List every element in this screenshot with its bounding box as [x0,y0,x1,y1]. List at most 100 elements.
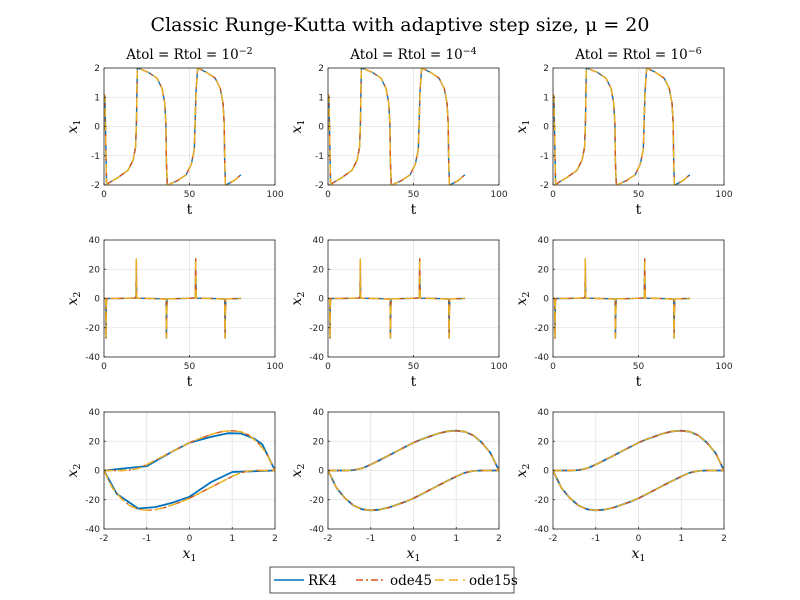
x-tick-label: 0 [101,362,107,372]
y-tick-label: -1 [315,152,324,162]
x-tick-label: 1 [678,534,684,544]
series-line-ode15s-upper [104,430,275,472]
x-axis-label: t [187,374,193,390]
y-tick-label: 20 [89,437,101,447]
subplot-0-0: 0 50 100 -2 -1 0 1 2 Atol = Rtol = 10−2 t x1 [65,46,284,218]
series-line-ode15s [328,258,465,339]
y-tick-label: 40 [538,236,550,246]
y-tick-label: 0 [543,123,549,133]
y-axis-label: x2 [65,292,83,306]
y-tick-label: -20 [309,496,324,506]
subplot-title: Atol = Rtol = 10−6 [574,46,701,63]
figure-title: Classic Runge-Kutta with adaptive step s… [151,14,650,36]
y-tick-label: -40 [85,525,100,535]
series-group [553,258,690,339]
x-tick-label: 100 [715,190,732,200]
y-tick-label: 0 [94,123,100,133]
x-tick-label: 100 [266,362,283,372]
series-line-ode15s [104,258,241,339]
series-group [553,429,724,512]
y-tick-label: 2 [543,64,549,74]
y-tick-label: -40 [534,353,549,363]
subplot-1-2: 0 50 100 -40 -20 0 20 40 t x2 [514,236,733,390]
y-tick-label: 1 [543,93,549,103]
series-group [104,258,241,339]
x-tick-label: 2 [721,534,727,544]
y-tick-label: 0 [94,295,100,305]
legend-box [269,566,515,594]
x-tick-label: 50 [408,362,420,372]
subplot-2-2: -2 -1 0 1 2 -40 -20 0 20 40 x1 x2 [514,408,727,564]
x-tick-label: 0 [550,362,556,372]
y-tick-label: 40 [89,236,101,246]
y-tick-label: 0 [318,295,324,305]
subplot-title: Atol = Rtol = 10−4 [349,46,476,63]
subplot-title: Atol = Rtol = 10−2 [125,46,252,63]
y-tick-label: 20 [538,265,550,275]
y-tick-label: -1 [540,152,549,162]
legend: RK4 ode45 ode15s [269,566,518,594]
y-axis-label: x2 [289,464,307,478]
y-tick-label: 0 [543,467,549,477]
y-tick-label: 20 [313,437,325,447]
y-tick-label: -2 [540,181,549,191]
y-axis-label: x1 [65,120,83,134]
y-tick-label: -40 [85,353,100,363]
y-tick-label: -40 [534,525,549,535]
subplot-0-2: 0 50 100 -2 -1 0 1 2 Atol = Rtol = 10−6 t x1 [514,46,733,218]
y-tick-label: -20 [85,496,100,506]
x-tick-label: 50 [408,190,420,200]
y-tick-label: 40 [313,408,325,418]
x-axis-label: x1 [183,546,197,564]
x-tick-label: 100 [490,362,507,372]
y-tick-label: 20 [313,265,325,275]
y-tick-label: -2 [315,181,324,191]
subplot-0-1: 0 50 100 -2 -1 0 1 2 Atol = Rtol = 10−4 t x1 [289,46,508,218]
series-line-ode15s-upper [328,430,499,472]
x-axis-label: t [636,374,642,390]
x-tick-label: -2 [324,534,333,544]
y-tick-label: -40 [309,353,324,363]
y-axis-label: x2 [289,292,307,306]
y-tick-label: -1 [91,152,100,162]
x-tick-label: 0 [325,190,331,200]
x-axis-label: x1 [407,546,421,564]
x-tick-label: 100 [266,190,283,200]
y-axis-label: x2 [514,292,532,306]
legend-label-RK4: RK4 [308,573,337,589]
x-tick-label: 1 [453,534,459,544]
series-group [328,258,465,339]
y-tick-label: 0 [543,295,549,305]
x-tick-label: -1 [591,534,600,544]
y-tick-label: -20 [534,324,549,334]
series-line-RK4-lower [104,469,275,510]
legend-label-ode45: ode45 [390,573,432,589]
legend-label-ode15s: ode15s [469,573,518,589]
x-tick-label: 0 [101,190,107,200]
y-tick-label: 1 [318,93,324,103]
x-tick-label: 0 [325,362,331,372]
y-tick-label: 40 [313,236,325,246]
y-tick-label: 20 [538,437,550,447]
x-tick-label: 100 [715,362,732,372]
x-tick-label: 0 [636,534,642,544]
y-tick-label: 20 [89,265,101,275]
y-tick-label: 40 [538,408,550,418]
series-group [328,429,499,512]
subplot-1-1: 0 50 100 -40 -20 0 20 40 t x2 [289,236,508,390]
x-tick-label: 50 [184,362,196,372]
y-axis-label: x1 [289,120,307,134]
series-line-ode15s-lower [328,469,499,511]
series-line-ode15s-upper [553,430,724,472]
y-tick-label: 2 [318,64,324,74]
y-tick-label: 40 [89,408,101,418]
x-axis-label: t [187,202,193,218]
y-tick-label: 0 [318,123,324,133]
x-tick-label: 50 [184,190,196,200]
x-axis-label: t [636,202,642,218]
series-line-ode15s-lower [104,469,275,511]
y-tick-label: -2 [91,181,100,191]
y-tick-label: -20 [85,324,100,334]
x-tick-label: 50 [633,362,645,372]
